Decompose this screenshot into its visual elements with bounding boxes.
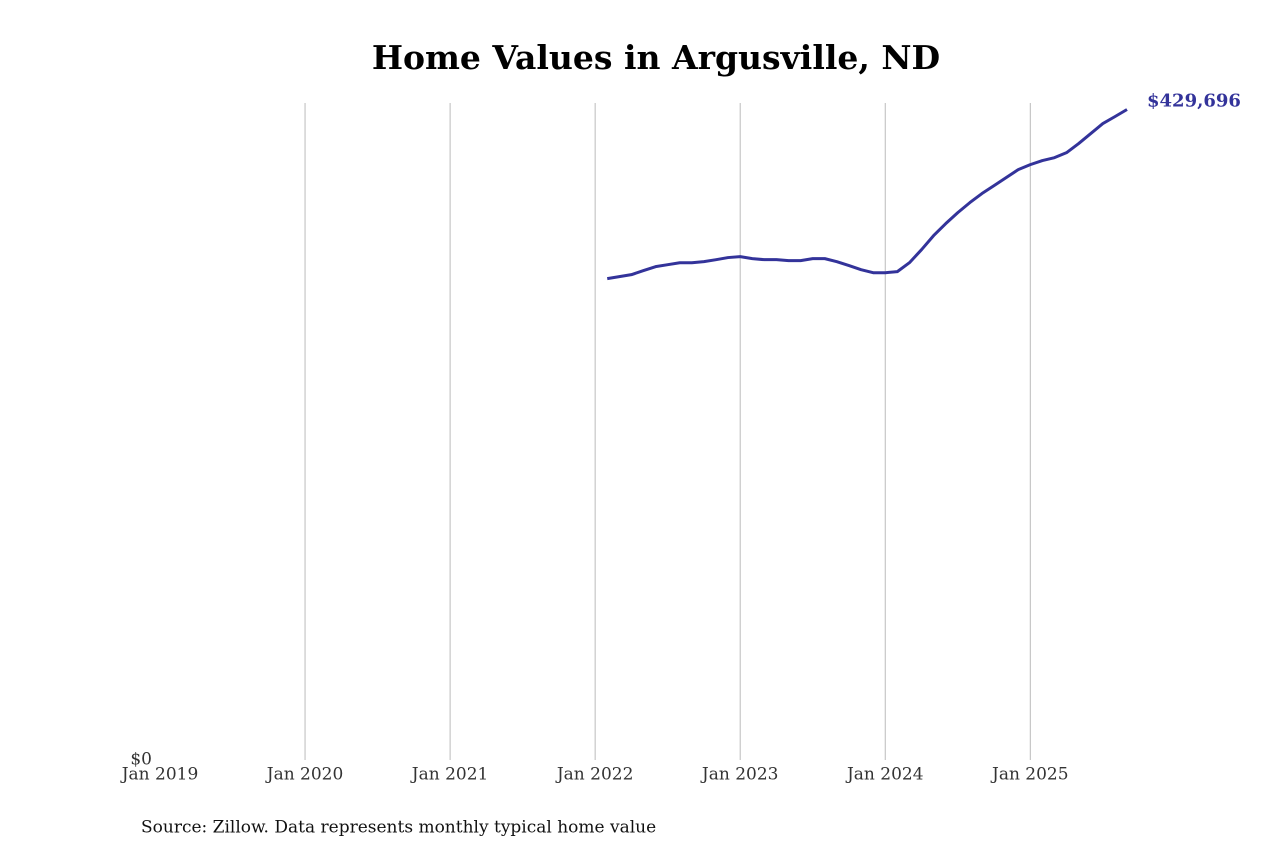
line xyxy=(606,108,1128,281)
x-tick-label: Jan 2023 xyxy=(700,765,779,785)
x-tick-label: Jan 2021 xyxy=(410,765,489,785)
x-tick-label: Jan 2019 xyxy=(120,765,199,785)
x-tick-label: Jan 2024 xyxy=(845,765,924,785)
x-tick-label: Jan 2020 xyxy=(265,765,344,785)
value-label: $429,696 xyxy=(1147,91,1241,112)
x-tick-label: Jan 2022 xyxy=(555,765,634,785)
chart-title: Home Values in Argusville, ND xyxy=(372,38,940,77)
y-tick-label: $0 xyxy=(130,750,152,770)
x-tick-label: Jan 2025 xyxy=(990,765,1069,785)
source-note: Source: Zillow. Data represents monthly … xyxy=(141,818,656,838)
